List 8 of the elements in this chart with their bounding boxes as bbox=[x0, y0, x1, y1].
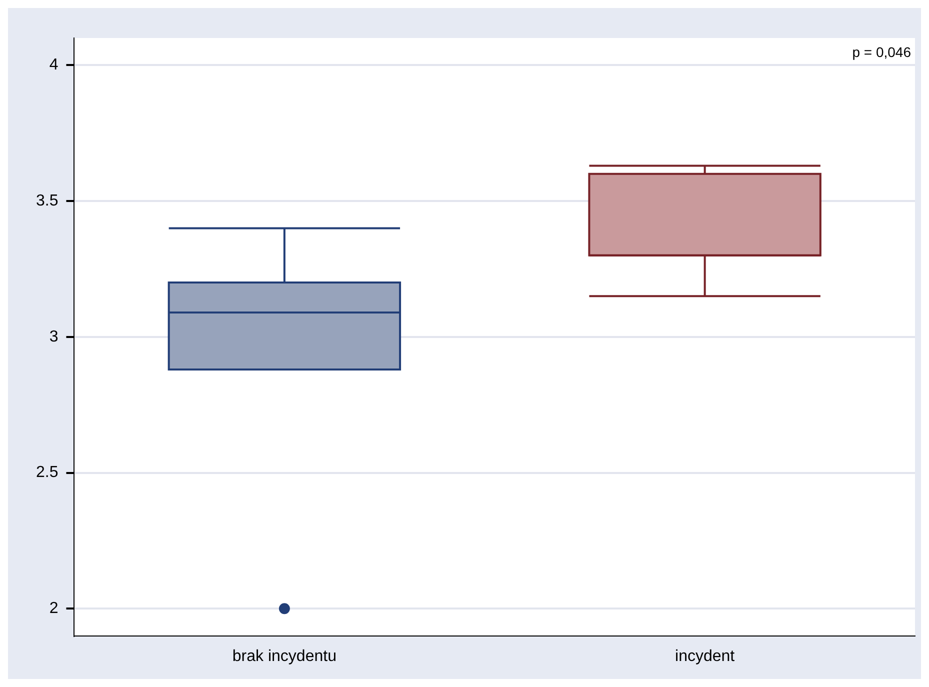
y-tick-label: 4 bbox=[49, 56, 58, 74]
y-tick-label: 3 bbox=[49, 328, 58, 346]
y-tick-label: 3.5 bbox=[36, 192, 58, 210]
annotation: p = 0,046 bbox=[852, 44, 912, 60]
x-tick-label: incydent bbox=[675, 648, 736, 665]
x-tick-label: brak incydentu bbox=[232, 648, 336, 665]
y-tick-label: 2.5 bbox=[36, 464, 58, 482]
y-tick-label: 2 bbox=[49, 600, 58, 618]
